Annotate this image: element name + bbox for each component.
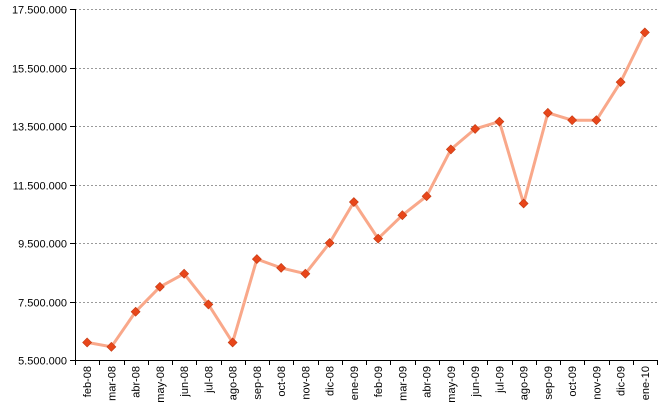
series-line [86,31,647,349]
y-axis-ticks: 5.500.000 7.500.000 9.500.000 11.500.000 13.… [12,5,75,368]
x-tick-label: nov-09 [591,366,603,400]
x-tick-label: ago-09 [519,366,531,400]
data-point-marker [373,233,384,244]
data-point-marker [591,115,602,126]
x-tick-label: abr-08 [131,366,143,398]
x-tick-label: oct-08 [276,366,288,397]
x-tick-label: jul-09 [494,366,506,394]
y-tick-label: 15.500.000 [12,64,67,76]
x-tick-label: ene-10 [640,366,652,400]
data-point-marker [470,124,481,134]
x-tick-label: abr-09 [422,366,434,398]
data-point-marker [639,27,650,38]
x-tick-label: jun-09 [470,366,482,398]
x-tick-label: jul-08 [203,366,215,394]
x-tick-label: may-08 [155,366,167,403]
y-tick-label: 7.500.000 [18,298,67,310]
data-point-marker [106,341,117,352]
y-tick-label: 17.500.000 [12,5,67,17]
x-tick-label: feb-09 [373,366,385,397]
x-tick-label: dic-09 [616,366,628,396]
data-point-marker [397,210,408,221]
data-point-marker [348,197,359,207]
x-tick-label: mar-08 [106,366,118,401]
x-tick-label: sep-08 [252,366,264,400]
data-point-marker [300,268,311,279]
data-point-marker [324,238,335,248]
data-point-marker [227,337,238,348]
gridlines [75,9,657,303]
data-point-marker [130,306,141,317]
y-tick-label: 13.500.000 [12,122,67,134]
data-point-marker [251,254,262,265]
x-tick-label: feb-08 [82,366,94,397]
x-tick-label: mar-09 [397,366,409,401]
x-tick-label: dic-08 [325,366,337,396]
data-point-marker [542,107,553,118]
data-point-marker [615,77,626,88]
series-markers [82,27,650,352]
data-point-marker [421,191,432,202]
axes [75,9,657,361]
data-point-marker [494,116,505,127]
data-point-marker [203,299,214,310]
data-point-marker [567,115,578,126]
y-tick-label: 5.500.000 [18,356,67,368]
data-point-marker [179,268,190,279]
x-tick-label: oct-09 [567,366,579,397]
x-tick-label: jun-08 [179,366,191,398]
x-tick-label: sep-09 [543,366,555,400]
data-point-marker [154,281,165,292]
data-point-marker [445,144,456,155]
data-point-marker [276,262,287,273]
y-tick-label: 11.500.000 [13,181,67,193]
x-tick-label: may-09 [446,366,458,403]
x-tick-label: ago-08 [228,366,240,400]
x-tick-label: ene-09 [349,366,361,400]
x-axis-ticks: feb-08 mar-08 abr-08 may-08 jun-08 jul-08 ago-… [75,360,658,403]
data-point-marker [82,337,93,348]
data-point-marker [518,198,529,209]
y-tick-label: 9.500.000 [18,239,67,251]
x-tick-label: nov-08 [300,366,312,400]
